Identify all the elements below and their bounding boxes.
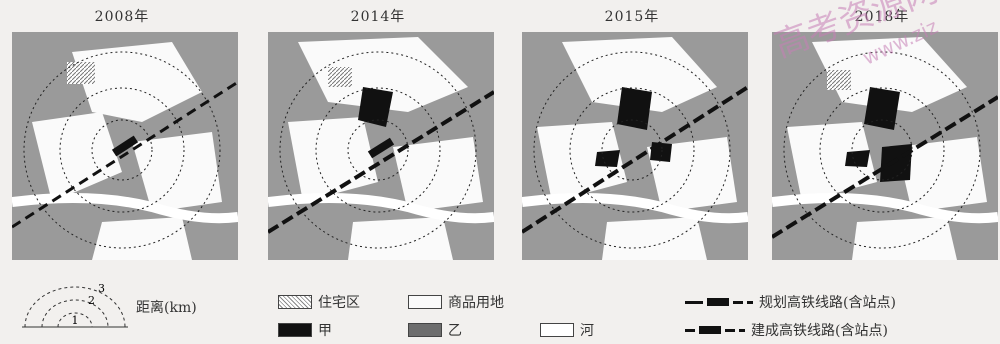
panel-title-2008: 2008年: [94, 9, 150, 25]
river-swatch: [540, 323, 574, 337]
legend-jia: 甲: [278, 320, 332, 340]
built-rail-icon: [685, 326, 745, 334]
distance-rings-icon: 1 2 3: [22, 282, 128, 328]
map-2014: [268, 32, 494, 260]
map-2008: [12, 32, 238, 260]
residential-swatch: [278, 295, 312, 309]
legend-built-rail: 建成高铁线路(含站点): [685, 320, 888, 340]
legend-yi: 乙: [408, 320, 462, 340]
ring-label-1: 1: [72, 314, 79, 327]
ring-label-2: 2: [88, 294, 95, 307]
residential-label: 住宅区: [318, 295, 360, 311]
distance-label: 距离(km): [136, 300, 197, 316]
planned-rail-icon: [685, 298, 753, 306]
panel-title-2014: 2014年: [350, 9, 406, 25]
legend-residential: 住宅区: [278, 292, 360, 312]
panel-title-2015: 2015年: [604, 9, 660, 25]
yi-swatch: [408, 323, 442, 337]
map-2015: [522, 32, 748, 260]
river-label: 河: [580, 323, 594, 339]
yi-label: 乙: [448, 323, 462, 339]
built-rail-label: 建成高铁线路(含站点): [751, 323, 888, 339]
planned-rail-label: 规划高铁线路(含站点): [759, 295, 896, 311]
ring-label-3: 3: [98, 282, 105, 295]
legend-river: 河: [540, 320, 594, 340]
commercial-swatch: [408, 295, 442, 309]
distance-scale: 1 2 3 距离(km): [20, 282, 197, 332]
commercial-label: 商品用地: [448, 295, 504, 311]
legend: 1 2 3 距离(km) 住宅区 商品用地 甲 乙 河 规划高铁线路(含站点) …: [0, 282, 1000, 344]
legend-commercial: 商品用地: [408, 292, 504, 312]
panel-title-2018: 2018年: [854, 9, 910, 25]
jia-label: 甲: [318, 323, 332, 339]
legend-planned-rail: 规划高铁线路(含站点): [685, 292, 896, 312]
map-2018: [772, 32, 998, 260]
jia-swatch: [278, 323, 312, 337]
